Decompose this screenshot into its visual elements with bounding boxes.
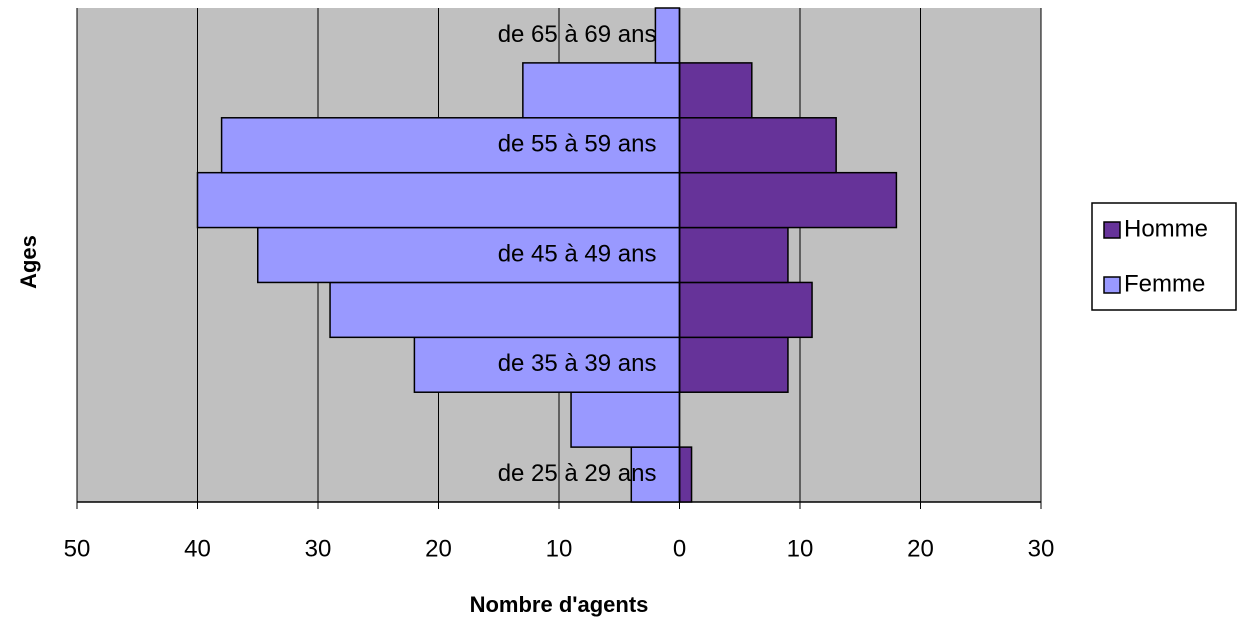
category-label: de 25 à 29 ans	[498, 460, 657, 487]
x-axis-title: Nombre d'agents	[470, 592, 649, 617]
bar	[220, 117, 681, 174]
x-tick-label: 40	[184, 535, 211, 562]
x-tick-label: 0	[673, 535, 686, 562]
x-tick-label: 20	[907, 535, 934, 562]
bar	[678, 336, 789, 393]
bar	[678, 117, 837, 174]
category-label: de 35 à 39 ans	[498, 350, 657, 377]
x-tick-label: 10	[546, 535, 573, 562]
legend-swatch	[1103, 221, 1121, 239]
bar	[196, 171, 681, 229]
legend-swatch	[1103, 276, 1121, 294]
x-tick-label: 10	[787, 535, 814, 562]
bar	[654, 7, 681, 64]
bar	[678, 281, 813, 339]
bar	[570, 391, 681, 448]
bar	[329, 281, 681, 339]
x-tick-label: 50	[64, 535, 91, 562]
category-label: de 65 à 69 ans	[498, 21, 657, 48]
category-label: de 55 à 59 ans	[498, 131, 657, 158]
bar	[678, 226, 789, 284]
bar	[678, 62, 753, 119]
bar	[678, 171, 898, 229]
x-tick-label: 30	[305, 535, 332, 562]
bar	[413, 336, 681, 393]
legend-label: Femme	[1124, 270, 1205, 297]
bar	[678, 446, 693, 503]
y-axis-title: Ages	[16, 235, 41, 289]
bar	[522, 62, 681, 119]
legend-label: Homme	[1124, 215, 1208, 242]
x-tick-label: 30	[1028, 535, 1055, 562]
x-tick-label: 20	[425, 535, 452, 562]
category-label: de 45 à 49 ans	[498, 240, 657, 267]
